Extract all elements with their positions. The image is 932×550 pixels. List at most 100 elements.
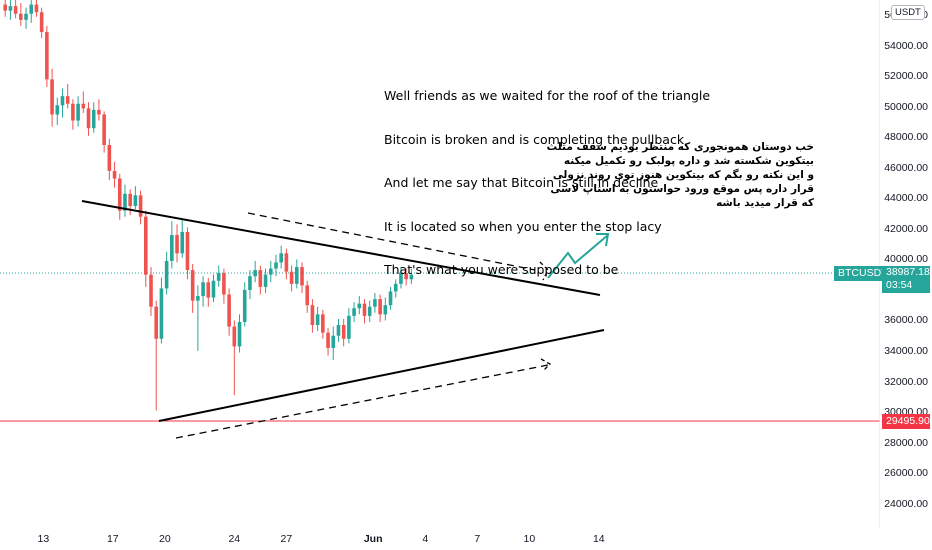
candles xyxy=(3,0,414,411)
candle xyxy=(201,276,205,307)
candle xyxy=(185,227,190,280)
persian-annotation: خب دوستان همونجوری که منتظر بودیم سقف مث… xyxy=(484,140,814,210)
upper-dashed-channel xyxy=(247,212,536,271)
candle xyxy=(310,299,315,333)
price-tick-label: 52000.00 xyxy=(884,70,928,83)
price-axis[interactable]: 24000.00 26000.00 28000.00 30000.00 32000.00… xyxy=(880,0,932,528)
candle xyxy=(284,248,289,280)
time-tick-label: 14 xyxy=(592,533,605,545)
candle xyxy=(133,186,138,210)
candle xyxy=(232,320,237,396)
symbol-tag: BTCUSDT xyxy=(834,266,892,281)
candle xyxy=(39,7,44,39)
candle xyxy=(34,0,39,17)
time-tick-label: 24 xyxy=(228,533,241,545)
price-tick-label: 24000.00 xyxy=(884,497,928,510)
candle xyxy=(91,102,96,133)
candle xyxy=(29,0,34,23)
candle xyxy=(367,300,372,322)
candle xyxy=(112,161,117,188)
candle xyxy=(242,282,247,327)
bar-countdown: 03:54 xyxy=(886,279,913,291)
candle xyxy=(123,184,127,217)
candle xyxy=(362,299,367,324)
last-price-value: 38987.18 xyxy=(886,266,930,278)
candle xyxy=(227,288,231,336)
candle xyxy=(378,294,382,322)
price-tick-label: 34000.00 xyxy=(884,344,928,357)
candle xyxy=(71,99,75,130)
candle xyxy=(138,190,143,225)
time-tick-label: Jun xyxy=(363,533,383,545)
candle xyxy=(383,297,388,321)
time-axis[interactable]: 13 17 20 24 27 Jun 4 7 10 14 xyxy=(0,528,880,550)
candle xyxy=(258,265,263,295)
currency-badge[interactable]: USDT xyxy=(891,5,925,20)
english-line: That's what you were supposed to be xyxy=(384,262,619,277)
candle xyxy=(19,3,23,26)
candle xyxy=(50,68,54,127)
candle xyxy=(196,285,200,351)
persian-line: خب دوستان همونجوری که منتظر بودیم سقف مث… xyxy=(546,141,814,153)
candle xyxy=(149,267,153,316)
price-tick-label: 42000.00 xyxy=(884,222,928,235)
candle xyxy=(352,302,356,322)
candle xyxy=(55,97,60,126)
level-price-tag: 29495.90 xyxy=(882,414,930,429)
price-tick-label: 32000.00 xyxy=(884,375,928,388)
price-tick-label: 50000.00 xyxy=(884,100,928,113)
time-tick-label: 27 xyxy=(280,533,293,545)
lower-dashed-arrowhead xyxy=(540,358,552,372)
price-tick-label: 40000.00 xyxy=(884,253,928,266)
candle xyxy=(373,292,377,313)
candle xyxy=(143,210,148,287)
candle xyxy=(107,138,112,181)
projection-path xyxy=(547,234,609,279)
candle xyxy=(97,99,101,121)
candle xyxy=(289,265,294,292)
candle xyxy=(45,25,49,87)
candle xyxy=(336,318,341,342)
price-tick-label: 44000.00 xyxy=(884,192,928,205)
time-tick-label: 13 xyxy=(37,533,50,545)
upper-dashed-arrowhead xyxy=(539,261,549,281)
candle xyxy=(159,277,164,344)
candle xyxy=(128,189,132,216)
candle xyxy=(263,268,268,293)
candle xyxy=(331,326,336,361)
english-line: And let me say that Bitcoin is still in … xyxy=(384,175,659,190)
candle xyxy=(81,91,86,113)
triangle-lower-trendline xyxy=(158,329,605,422)
candle xyxy=(393,279,398,298)
candle xyxy=(222,268,226,304)
candle xyxy=(357,296,362,315)
persian-line: که قرار میدید باشه xyxy=(716,197,814,209)
candle xyxy=(190,264,195,313)
candle xyxy=(341,318,346,347)
candle xyxy=(404,268,408,286)
candle xyxy=(164,251,169,295)
candle xyxy=(86,102,91,136)
candle xyxy=(211,274,216,303)
candle xyxy=(13,0,18,19)
candle xyxy=(3,0,8,17)
candle xyxy=(300,262,304,293)
candle xyxy=(409,268,414,284)
candle xyxy=(237,314,242,353)
time-tick-label: 4 xyxy=(422,533,429,545)
lower-dashed-channel xyxy=(175,364,549,439)
price-tick-label: 48000.00 xyxy=(884,131,928,144)
triangle-upper-trendline xyxy=(81,200,601,296)
time-tick-label: 20 xyxy=(159,533,171,545)
candle xyxy=(347,308,351,344)
price-tick-label: 36000.00 xyxy=(884,314,928,327)
candle xyxy=(295,259,299,289)
english-line: Bitcoin is broken and is completing the … xyxy=(384,131,685,147)
candle xyxy=(175,224,179,263)
english-annotation: Well friends as we waited for the roof o… xyxy=(384,60,710,292)
english-line: It is located so when you enter the stop… xyxy=(384,218,662,234)
price-tick-label: 26000.00 xyxy=(884,467,928,480)
candle xyxy=(279,245,283,269)
candle xyxy=(326,328,330,356)
